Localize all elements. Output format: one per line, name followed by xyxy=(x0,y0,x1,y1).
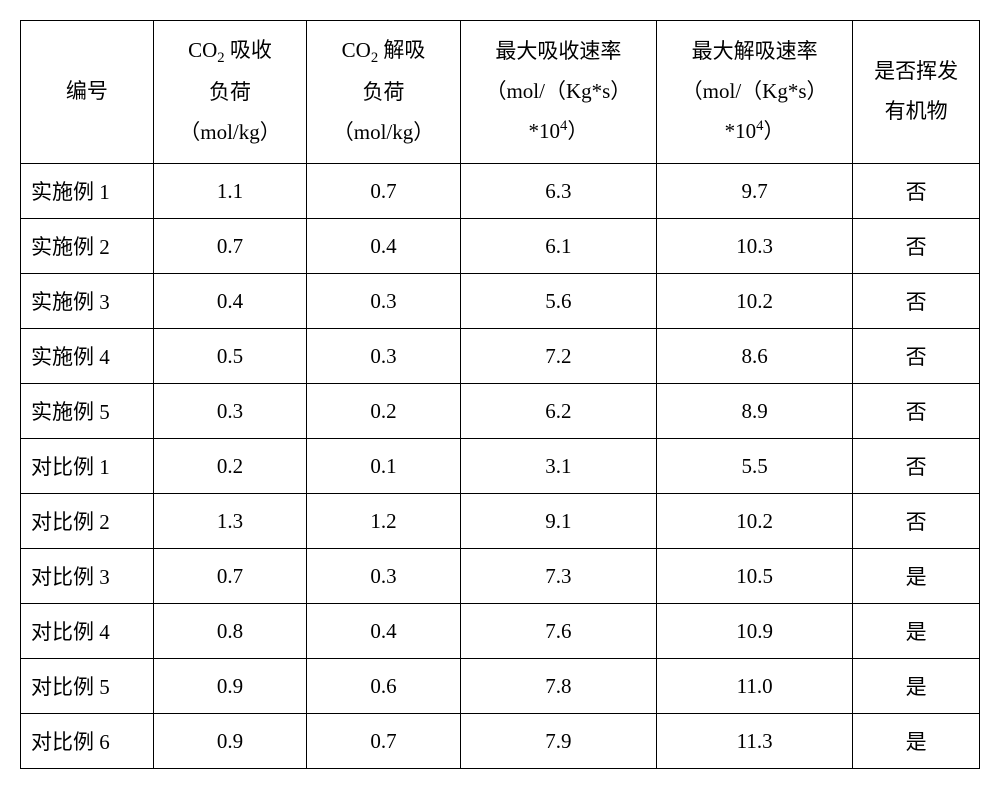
cell-id: 对比例 4 xyxy=(21,604,154,659)
table-row: 对比例 30.70.37.310.5是 xyxy=(21,549,980,604)
cell-co2-absorption: 0.3 xyxy=(153,384,307,439)
cell-voc-emission: 是 xyxy=(853,659,980,714)
cell-id: 对比例 5 xyxy=(21,659,154,714)
cell-co2-desorption: 0.4 xyxy=(307,219,461,274)
cell-id: 对比例 2 xyxy=(21,494,154,549)
table-row: 对比例 40.80.47.610.9是 xyxy=(21,604,980,659)
col-header-voc-emission: 是否挥发有机物 xyxy=(853,21,980,164)
cell-voc-emission: 否 xyxy=(853,164,980,219)
cell-co2-desorption: 1.2 xyxy=(307,494,461,549)
cell-max-abs-rate: 6.2 xyxy=(460,384,656,439)
cell-co2-desorption: 0.7 xyxy=(307,164,461,219)
table-row: 对比例 60.90.77.911.3是 xyxy=(21,714,980,769)
cell-max-abs-rate: 7.3 xyxy=(460,549,656,604)
cell-co2-absorption: 0.2 xyxy=(153,439,307,494)
cell-max-abs-rate: 7.2 xyxy=(460,329,656,384)
cell-max-des-rate: 9.7 xyxy=(657,164,853,219)
cell-co2-desorption: 0.3 xyxy=(307,274,461,329)
cell-voc-emission: 否 xyxy=(853,274,980,329)
cell-max-abs-rate: 7.6 xyxy=(460,604,656,659)
cell-co2-absorption: 0.8 xyxy=(153,604,307,659)
cell-co2-desorption: 0.6 xyxy=(307,659,461,714)
cell-co2-absorption: 0.7 xyxy=(153,549,307,604)
cell-co2-absorption: 0.9 xyxy=(153,659,307,714)
cell-voc-emission: 否 xyxy=(853,219,980,274)
cell-co2-desorption: 0.1 xyxy=(307,439,461,494)
cell-id: 对比例 3 xyxy=(21,549,154,604)
cell-max-des-rate: 10.2 xyxy=(657,494,853,549)
cell-voc-emission: 否 xyxy=(853,384,980,439)
table-row: 实施例 30.40.35.610.2否 xyxy=(21,274,980,329)
cell-voc-emission: 否 xyxy=(853,439,980,494)
cell-max-des-rate: 10.2 xyxy=(657,274,853,329)
table-row: 实施例 11.10.76.39.7否 xyxy=(21,164,980,219)
cell-max-des-rate: 10.3 xyxy=(657,219,853,274)
cell-co2-desorption: 0.3 xyxy=(307,329,461,384)
cell-voc-emission: 是 xyxy=(853,549,980,604)
cell-co2-desorption: 0.3 xyxy=(307,549,461,604)
cell-max-abs-rate: 9.1 xyxy=(460,494,656,549)
table-body: 实施例 11.10.76.39.7否实施例 20.70.46.110.3否实施例… xyxy=(21,164,980,769)
table-row: 实施例 20.70.46.110.3否 xyxy=(21,219,980,274)
table-row: 实施例 40.50.37.28.6否 xyxy=(21,329,980,384)
cell-co2-absorption: 1.3 xyxy=(153,494,307,549)
cell-max-abs-rate: 6.1 xyxy=(460,219,656,274)
cell-max-des-rate: 10.9 xyxy=(657,604,853,659)
table-row: 对比例 10.20.13.15.5否 xyxy=(21,439,980,494)
cell-max-abs-rate: 6.3 xyxy=(460,164,656,219)
col-header-id: 编号 xyxy=(21,21,154,164)
cell-co2-desorption: 0.2 xyxy=(307,384,461,439)
cell-id: 实施例 4 xyxy=(21,329,154,384)
data-table: 编号 CO2 吸收负荷（mol/kg） CO2 解吸负荷（mol/kg） 最大吸… xyxy=(20,20,980,769)
cell-co2-absorption: 1.1 xyxy=(153,164,307,219)
table-header-row: 编号 CO2 吸收负荷（mol/kg） CO2 解吸负荷（mol/kg） 最大吸… xyxy=(21,21,980,164)
table-row: 对比例 50.90.67.811.0是 xyxy=(21,659,980,714)
cell-max-des-rate: 10.5 xyxy=(657,549,853,604)
cell-id: 实施例 2 xyxy=(21,219,154,274)
cell-co2-desorption: 0.7 xyxy=(307,714,461,769)
cell-max-des-rate: 11.0 xyxy=(657,659,853,714)
cell-co2-absorption: 0.7 xyxy=(153,219,307,274)
cell-max-des-rate: 5.5 xyxy=(657,439,853,494)
cell-co2-absorption: 0.4 xyxy=(153,274,307,329)
cell-voc-emission: 否 xyxy=(853,494,980,549)
cell-voc-emission: 是 xyxy=(853,714,980,769)
cell-id: 实施例 5 xyxy=(21,384,154,439)
cell-id: 实施例 3 xyxy=(21,274,154,329)
cell-max-abs-rate: 7.8 xyxy=(460,659,656,714)
cell-max-abs-rate: 3.1 xyxy=(460,439,656,494)
cell-id: 实施例 1 xyxy=(21,164,154,219)
cell-id: 对比例 1 xyxy=(21,439,154,494)
cell-max-des-rate: 11.3 xyxy=(657,714,853,769)
table-row: 对比例 21.31.29.110.2否 xyxy=(21,494,980,549)
cell-max-abs-rate: 5.6 xyxy=(460,274,656,329)
col-header-max-abs-rate: 最大吸收速率（mol/（Kg*s）*104） xyxy=(460,21,656,164)
col-header-max-des-rate: 最大解吸速率（mol/（Kg*s）*104） xyxy=(657,21,853,164)
cell-id: 对比例 6 xyxy=(21,714,154,769)
cell-co2-desorption: 0.4 xyxy=(307,604,461,659)
cell-voc-emission: 否 xyxy=(853,329,980,384)
table-row: 实施例 50.30.26.28.9否 xyxy=(21,384,980,439)
cell-co2-absorption: 0.5 xyxy=(153,329,307,384)
cell-max-abs-rate: 7.9 xyxy=(460,714,656,769)
col-header-co2-absorption: CO2 吸收负荷（mol/kg） xyxy=(153,21,307,164)
cell-max-des-rate: 8.9 xyxy=(657,384,853,439)
cell-co2-absorption: 0.9 xyxy=(153,714,307,769)
col-header-co2-desorption: CO2 解吸负荷（mol/kg） xyxy=(307,21,461,164)
cell-voc-emission: 是 xyxy=(853,604,980,659)
cell-max-des-rate: 8.6 xyxy=(657,329,853,384)
